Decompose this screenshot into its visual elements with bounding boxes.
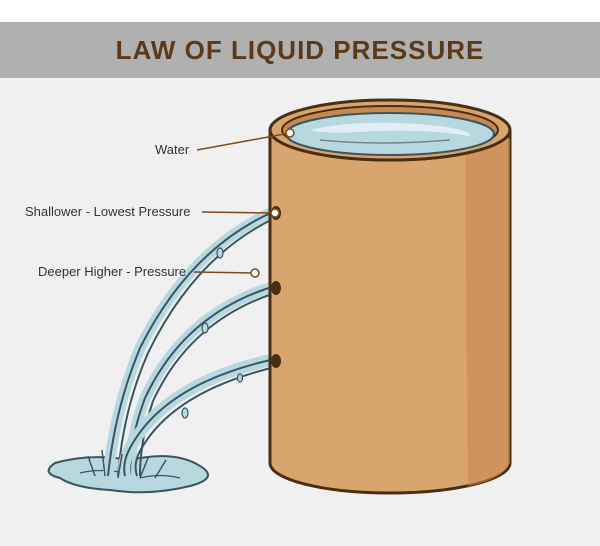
- label-water: Water: [155, 142, 189, 157]
- diagram-svg: [0, 78, 600, 546]
- label-deep: Deeper Higher - Pressure: [38, 264, 186, 279]
- header-band: LAW OF LIQUID PRESSURE: [0, 22, 600, 78]
- cylinder: [270, 100, 510, 493]
- diagram-canvas: Water Shallower - Lowest Pressure Deeper…: [0, 78, 600, 546]
- label-shallow: Shallower - Lowest Pressure: [25, 204, 190, 219]
- page-title: LAW OF LIQUID PRESSURE: [116, 35, 485, 66]
